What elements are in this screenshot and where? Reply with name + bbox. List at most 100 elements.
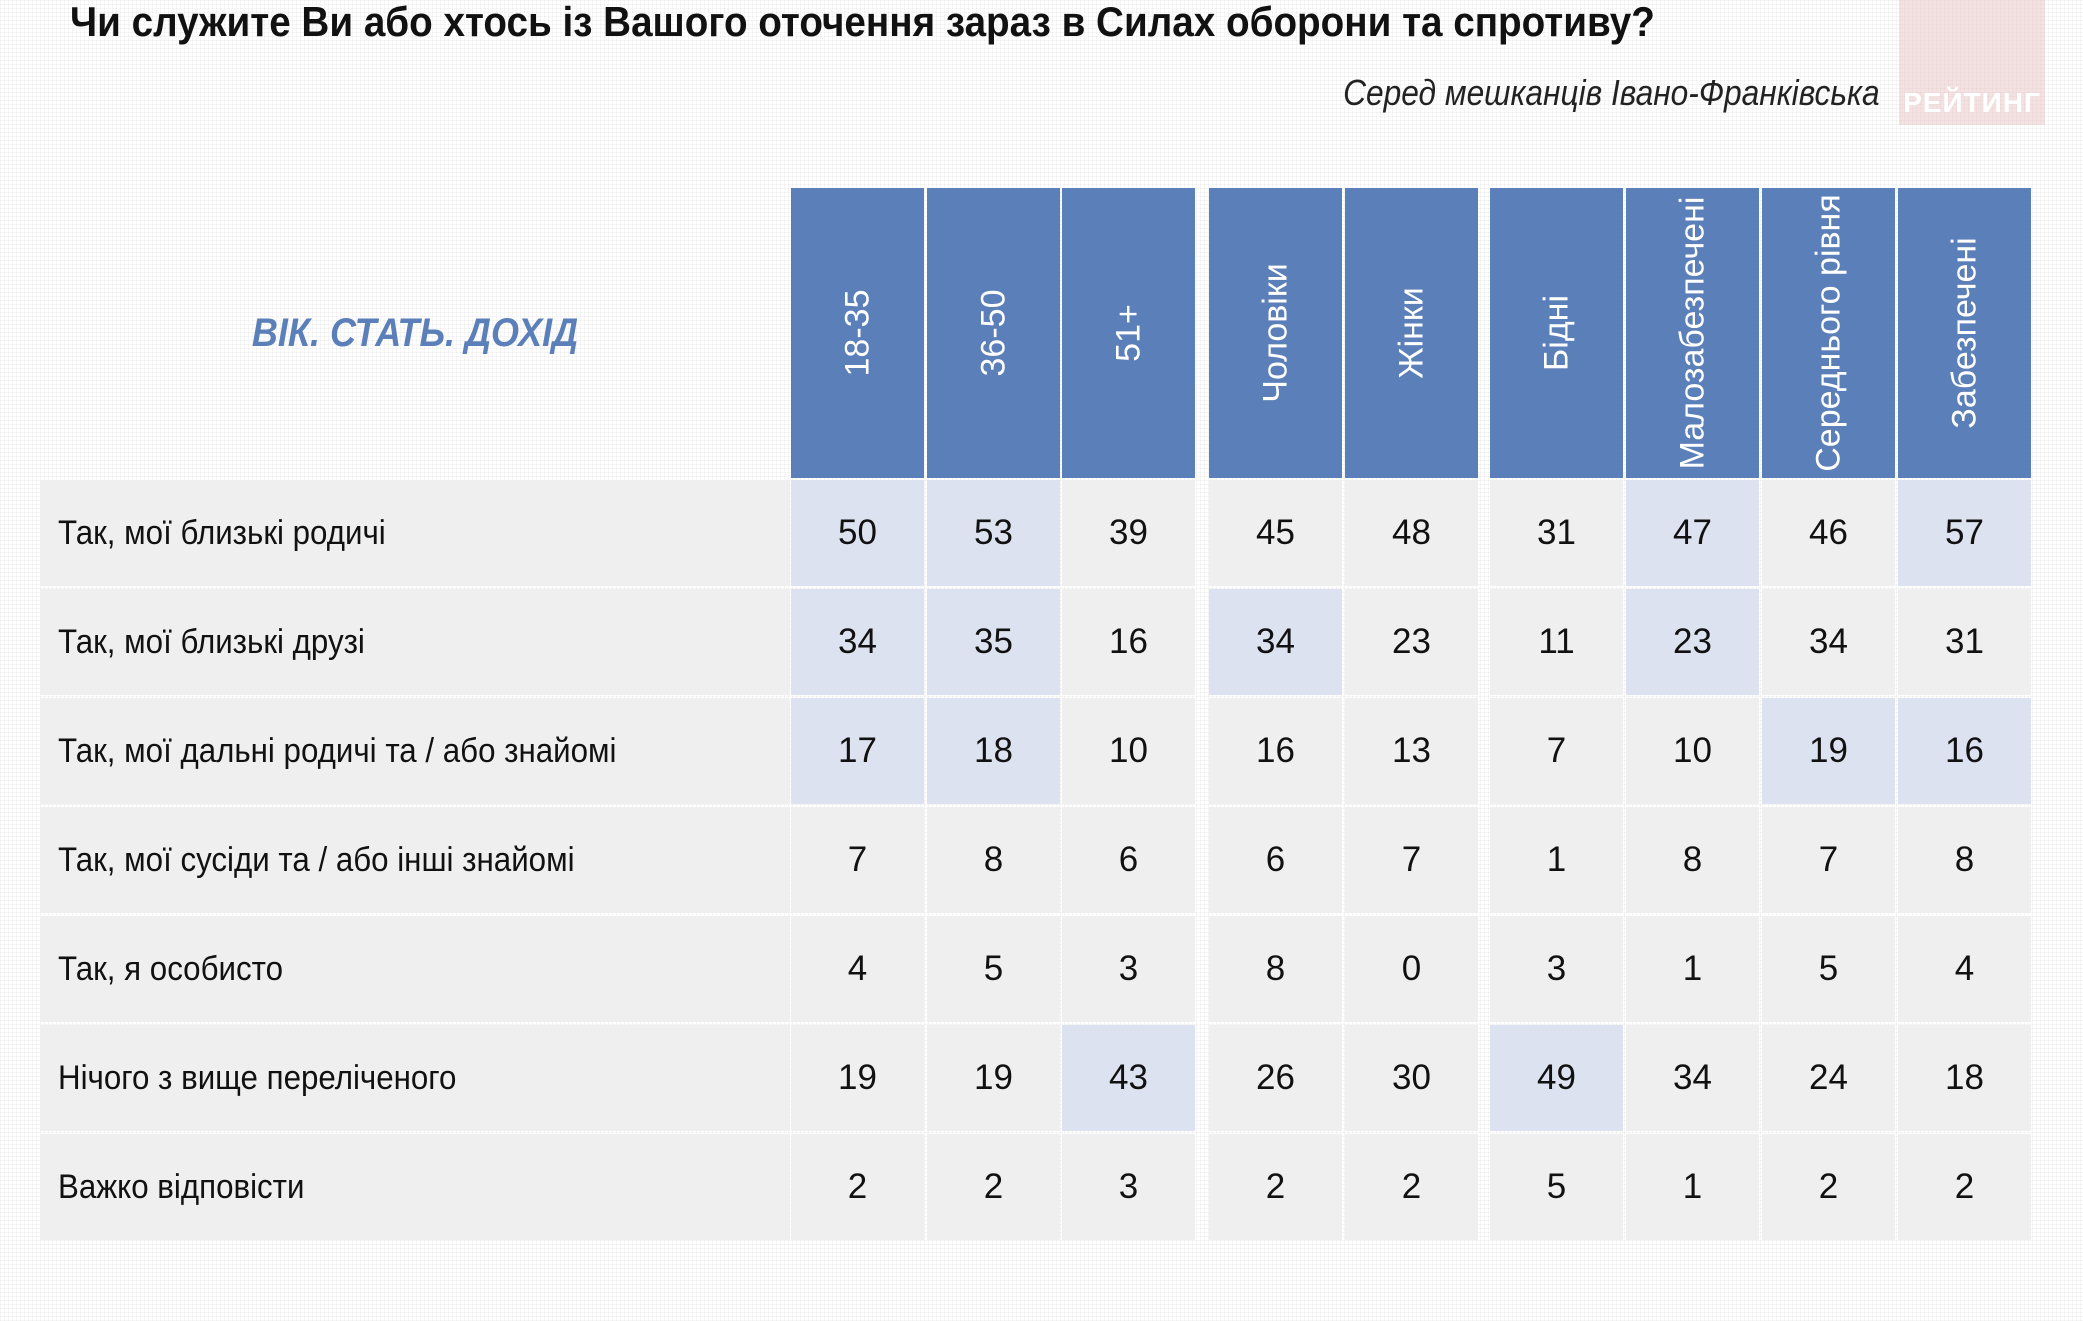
- table-cell: 5: [1490, 1134, 1623, 1240]
- table-cell: 31: [1490, 480, 1623, 586]
- column-header-label: 18-35: [838, 289, 876, 377]
- column-header-label: Бідні: [1537, 294, 1575, 372]
- table-cell: 19: [1762, 698, 1895, 804]
- column-header: 51+: [1062, 188, 1195, 478]
- table-cell: 47: [1626, 480, 1759, 586]
- table-cell: 8: [1626, 807, 1759, 913]
- table-cell: 35: [927, 589, 1060, 695]
- table-cell: 5: [927, 916, 1060, 1022]
- table-row: [40, 589, 790, 695]
- table-cell: 43: [1062, 1025, 1195, 1131]
- table-cell: 2: [1209, 1134, 1342, 1240]
- column-header-label: Малозабезпечені: [1673, 196, 1711, 470]
- table-cell: 23: [1626, 589, 1759, 695]
- page-title: Чи служите Ви або хтось із Вашого оточен…: [70, 0, 1655, 45]
- table-cell: 7: [1762, 807, 1895, 913]
- table-cell: 31: [1898, 589, 2031, 695]
- table-cell: 6: [1062, 807, 1195, 913]
- table-cell: 7: [791, 807, 924, 913]
- column-header: Бідні: [1490, 188, 1623, 478]
- row-label: Нічого з вище переліченого: [58, 1058, 457, 1097]
- column-header-label: Забезпечені: [1945, 237, 1983, 429]
- table-cell: 2: [1898, 1134, 2031, 1240]
- table-cell: 3: [1490, 916, 1623, 1022]
- table-cell: 7: [1345, 807, 1478, 913]
- table-cell: 3: [1062, 916, 1195, 1022]
- table-cell: 19: [927, 1025, 1060, 1131]
- table-cell: 48: [1345, 480, 1478, 586]
- row-label: Так, мої дальні родичі та / або знайомі: [58, 731, 617, 770]
- rating-logo: РЕЙТИНГ: [1899, 0, 2045, 125]
- table-cell: 19: [791, 1025, 924, 1131]
- table-cell: 6: [1209, 807, 1342, 913]
- table-cell: 5: [1762, 916, 1895, 1022]
- table-cell: 24: [1762, 1025, 1895, 1131]
- table-cell: 1: [1626, 1134, 1759, 1240]
- table-cell: 46: [1762, 480, 1895, 586]
- column-header-label: Середнього рівня: [1809, 194, 1847, 472]
- table-cell: 39: [1062, 480, 1195, 586]
- table-row: [40, 1134, 790, 1240]
- column-header: Середнього рівня: [1762, 188, 1895, 478]
- table-cell: 10: [1062, 698, 1195, 804]
- table-cell: 26: [1209, 1025, 1342, 1131]
- column-header: Жінки: [1345, 188, 1478, 478]
- table-cell: 53: [927, 480, 1060, 586]
- column-header: Малозабезпечені: [1626, 188, 1759, 478]
- table-cell: 8: [1209, 916, 1342, 1022]
- table-row: [40, 1025, 790, 1131]
- column-header-label: Жінки: [1392, 287, 1430, 379]
- column-header: 36-50: [927, 188, 1060, 478]
- table-row: [40, 916, 790, 1022]
- table-row: [40, 807, 790, 913]
- table-cell: 16: [1209, 698, 1342, 804]
- table-cell: 57: [1898, 480, 2031, 586]
- row-label: Так, мої сусіди та / або інші знайомі: [58, 840, 575, 879]
- table-cell: 4: [791, 916, 924, 1022]
- logo-text: РЕЙТИНГ: [1903, 87, 2041, 118]
- table-cell: 13: [1345, 698, 1478, 804]
- table-cell: 3: [1062, 1134, 1195, 1240]
- row-label: Так, мої близькі родичі: [58, 513, 386, 552]
- table-cell: 1: [1490, 807, 1623, 913]
- table-cell: 7: [1490, 698, 1623, 804]
- page-subtitle: Серед мешканців Івано-Франківська: [1343, 72, 1880, 113]
- table-cell: 1: [1626, 916, 1759, 1022]
- table-row: [40, 480, 790, 586]
- table-cell: 18: [927, 698, 1060, 804]
- table-cell: 2: [1762, 1134, 1895, 1240]
- table-cell: 10: [1626, 698, 1759, 804]
- column-header: Забезпечені: [1898, 188, 2031, 478]
- table-row: [40, 698, 790, 804]
- column-header: 18-35: [791, 188, 924, 478]
- table-cell: 2: [927, 1134, 1060, 1240]
- table-cell: 4: [1898, 916, 2031, 1022]
- row-label: Так, я особисто: [58, 949, 283, 988]
- table-cell: 8: [1898, 807, 2031, 913]
- table-cell: 50: [791, 480, 924, 586]
- table-cell: 30: [1345, 1025, 1478, 1131]
- table-cell: 16: [1898, 698, 2031, 804]
- table-cell: 0: [1345, 916, 1478, 1022]
- row-label: Важко відповісти: [58, 1167, 305, 1206]
- table-cell: 23: [1345, 589, 1478, 695]
- table-cell: 49: [1490, 1025, 1623, 1131]
- table-cell: 2: [1345, 1134, 1478, 1240]
- table-cell: 34: [1762, 589, 1895, 695]
- table-cell: 17: [791, 698, 924, 804]
- column-header-label: 36-50: [974, 289, 1012, 377]
- table-cell: 45: [1209, 480, 1342, 586]
- column-header-label: Чоловіки: [1256, 263, 1294, 403]
- table-cell: 16: [1062, 589, 1195, 695]
- row-label: Так, мої близькі друзі: [58, 622, 365, 661]
- table-cell: 34: [791, 589, 924, 695]
- table-cell: 2: [791, 1134, 924, 1240]
- column-header: Чоловіки: [1209, 188, 1342, 478]
- table-cell: 18: [1898, 1025, 2031, 1131]
- table-cell: 11: [1490, 589, 1623, 695]
- category-title: ВІК. СТАТЬ. ДОХІД: [251, 310, 579, 355]
- column-header-label: 51+: [1109, 304, 1147, 362]
- table-cell: 8: [927, 807, 1060, 913]
- table-cell: 34: [1626, 1025, 1759, 1131]
- table-cell: 34: [1209, 589, 1342, 695]
